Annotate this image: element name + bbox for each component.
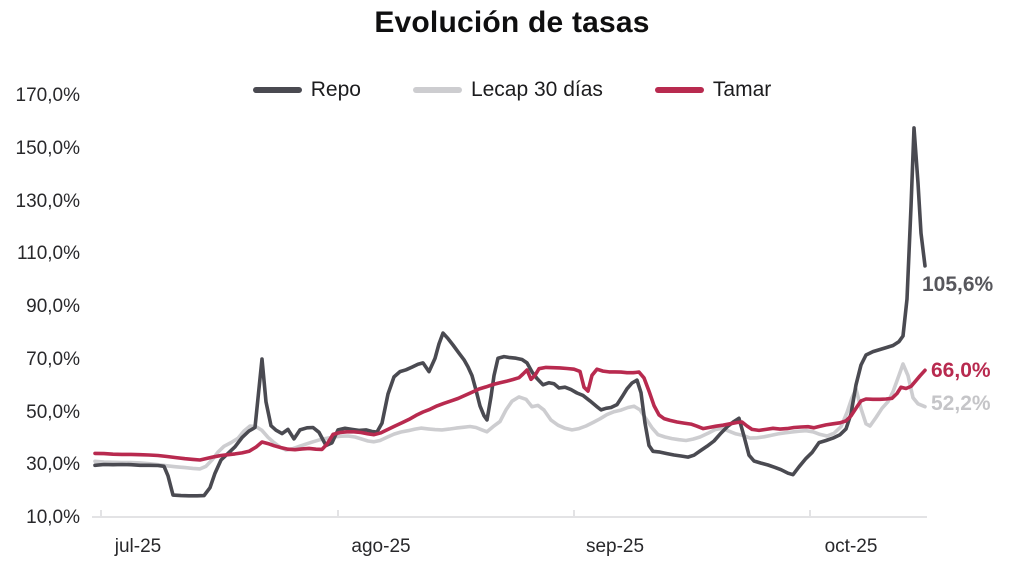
y-axis-label: 130,0%: [15, 190, 80, 212]
legend-item-tamar: Tamar: [654, 78, 772, 102]
series-end-value-label: 52,2%: [931, 392, 991, 415]
tamar-line-swatch-icon: [654, 87, 704, 93]
x-axis-label: sep-25: [585, 536, 645, 557]
legend-label-tamar: Tamar: [712, 78, 772, 101]
legend: Repo Lecap 30 días Tamar: [0, 78, 1024, 102]
y-axis-label: 110,0%: [16, 243, 80, 265]
y-axis-label: 30,0%: [26, 454, 80, 476]
y-axis-label: 150,0%: [15, 137, 80, 159]
y-axis-label: 170,0%: [15, 85, 80, 106]
series-line-tamar: [93, 365, 927, 462]
x-axis-label: oct-25: [824, 536, 878, 557]
legend-label-lecap: Lecap 30 días: [470, 78, 603, 101]
x-axis-label: jul-25: [114, 536, 162, 557]
series-end-value-label: 105,6%: [922, 273, 994, 296]
repo-line-swatch-icon: [252, 87, 302, 93]
x-axis-label: ago-25: [351, 536, 411, 557]
legend-item-repo: Repo: [252, 78, 361, 102]
y-axis-label: 70,0%: [26, 348, 80, 370]
series-end-value-label: 66,0%: [931, 359, 991, 382]
series-line-repo: [93, 126, 927, 498]
lecap-line-swatch-icon: [412, 87, 462, 93]
legend-label-repo: Repo: [310, 78, 361, 101]
legend-item-lecap: Lecap 30 días: [412, 78, 603, 102]
y-axis-label: 10,0%: [26, 507, 80, 528]
y-axis-label: 90,0%: [26, 296, 80, 317]
chart-title: Evolución de tasas: [374, 6, 650, 39]
y-axis-label: 50,0%: [26, 401, 80, 423]
